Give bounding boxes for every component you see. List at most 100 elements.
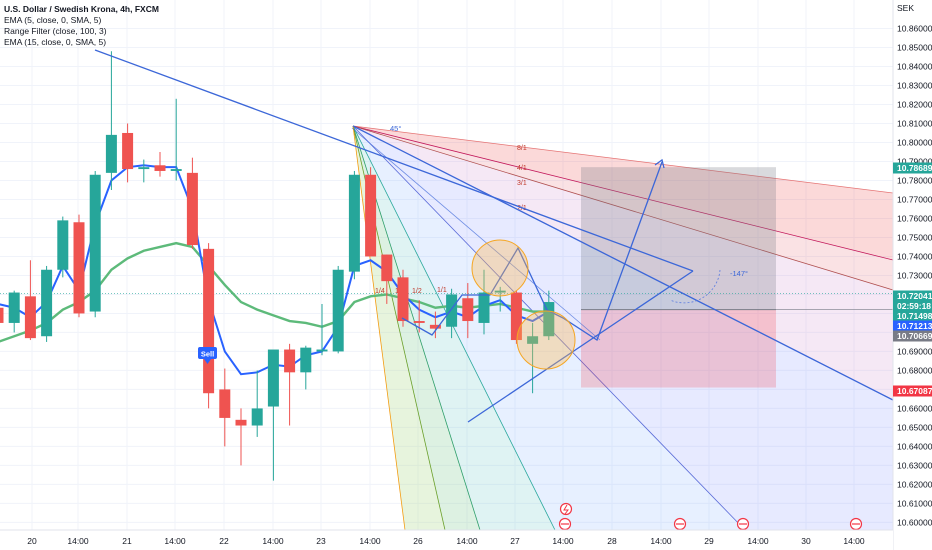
highlight-circle-bottom[interactable]: [516, 310, 576, 370]
candle-body: [413, 321, 425, 323]
price-tag[interactable]: [893, 310, 932, 322]
price-tag[interactable]: [893, 320, 932, 332]
time-tick-label: 28: [607, 536, 617, 546]
currency-label: SEK: [897, 3, 914, 13]
time-axis[interactable]: 20 14:00 21 14:00 22 14:00 23 14:00 26 14:00 27 14:…: [0, 529, 893, 550]
price-tick-label: 10.86000: [897, 23, 932, 33]
candle-body: [138, 167, 150, 170]
projection-arrowhead: [654, 158, 665, 169]
price-tick-label: 10.74000: [897, 251, 932, 261]
candle-body: [186, 172, 198, 246]
angle-label-top: 45°: [390, 124, 401, 133]
price-axis-bg: [893, 0, 932, 550]
grid: [0, 0, 893, 530]
fan-ratio-label: 4/1: [517, 165, 527, 172]
time-tick-label: 26: [413, 536, 423, 546]
time-tick-label: 14:00: [747, 536, 769, 546]
angle-arc: [669, 269, 721, 304]
sell-marker[interactable]: [198, 347, 217, 359]
candle-body: [462, 298, 474, 322]
price-tag-label: 10.70669: [897, 331, 932, 341]
candle-body: [89, 174, 101, 312]
fan-ratio-label: 2/1: [517, 205, 527, 212]
candle-body: [57, 220, 69, 270]
candle-body: [154, 165, 166, 171]
price-tick-label: 10.64000: [897, 441, 932, 451]
candle-body: [122, 132, 134, 170]
price-tag[interactable]: [893, 330, 932, 342]
price-tag-label: 10.78689: [897, 163, 932, 173]
angle-label-right: -147°: [730, 269, 748, 278]
price-tick-label: 10.61000: [897, 498, 932, 508]
price-tag-label: 10.72041: [897, 291, 932, 301]
price-tick-label: 10.79000: [897, 156, 932, 166]
fan-line: [352, 125, 406, 531]
price-tick-label: 10.66000: [897, 403, 932, 413]
fan-ratio-label: 1/2: [412, 288, 422, 295]
price-tag[interactable]: [893, 300, 932, 312]
fan-line: [352, 125, 556, 531]
candle-body: [0, 307, 4, 323]
price-tag-label: 10.71213: [897, 321, 932, 331]
time-tick-label: 14:00: [67, 536, 89, 546]
indicator-range-filter-label[interactable]: Range Filter (close, 100, 3): [4, 26, 107, 36]
candles: [0, 51, 555, 481]
price-tick-label: 10.83000: [897, 80, 932, 90]
candle-body: [429, 324, 441, 329]
position-profit-zone: [581, 167, 776, 310]
fan-line: [352, 125, 894, 261]
price-tag[interactable]: [893, 385, 932, 397]
time-axis-bg: [0, 530, 893, 550]
candle-body: [41, 269, 53, 337]
indicator-ema5-label[interactable]: EMA (5, close, 0, SMA, 5): [4, 15, 102, 25]
highlight-circle-top[interactable]: [471, 239, 529, 297]
trend-line-long[interactable]: [94, 49, 694, 272]
candle-body: [348, 174, 360, 272]
price-tag[interactable]: [893, 162, 932, 174]
lightning-event-icon[interactable]: [559, 502, 573, 516]
candle-body: [316, 349, 328, 352]
price-tag[interactable]: [893, 290, 932, 302]
time-tick-label: 14:00: [650, 536, 672, 546]
candle-body: [332, 269, 344, 352]
projection-path[interactable]: [401, 161, 663, 341]
fan-ray: [351, 127, 601, 341]
price-tick-label: 10.82000: [897, 99, 932, 109]
candle-body: [105, 134, 117, 173]
candle-body: [478, 292, 490, 323]
candle-body: [510, 292, 522, 341]
price-axis[interactable]: SEK 10.86000 10.85000 10.84000 10.83000 10.82…: [892, 0, 932, 550]
candle-body: [300, 347, 312, 373]
candle-body: [381, 254, 393, 282]
candle-body: [24, 296, 36, 339]
price-tick-label: 10.76000: [897, 213, 932, 223]
time-tick-label: 27: [510, 536, 520, 546]
time-tick-label: 22: [219, 536, 229, 546]
drawings[interactable]: 45° -147° Sell: [94, 49, 894, 531]
fan-ratio-label: 1/4: [375, 288, 385, 295]
fan-ratio-label: 8/1: [517, 145, 527, 152]
price-tick-label: 10.65000: [897, 422, 932, 432]
candle-body: [527, 336, 539, 344]
trend-line-rising[interactable]: [467, 270, 694, 423]
price-tag-label: 10.71498: [897, 311, 932, 321]
candle-body: [219, 389, 231, 418]
price-tick-label: 10.85000: [897, 42, 932, 52]
lightning-bolt: [563, 504, 569, 515]
candle-body: [494, 290, 506, 293]
time-tick-label: 14:00: [552, 536, 574, 546]
indicator-ema15-label[interactable]: EMA (15, close, 0, SMA, 5): [4, 37, 107, 47]
time-tick-label: 23: [316, 536, 326, 546]
candle-body: [170, 169, 182, 171]
fan-1x1-line[interactable]: [352, 125, 894, 401]
candle-body: [8, 292, 20, 323]
time-tick-label: 14:00: [843, 536, 865, 546]
position-tool[interactable]: [0, 167, 893, 388]
candle-body: [203, 248, 215, 394]
time-tick-label: 20: [27, 536, 37, 546]
price-tick-label: 10.78000: [897, 175, 932, 185]
symbol-title[interactable]: U.S. Dollar / Swedish Krona, 4h, FXCM: [4, 4, 159, 14]
candle-body: [446, 294, 458, 327]
price-tick-label: 10.81000: [897, 118, 932, 128]
